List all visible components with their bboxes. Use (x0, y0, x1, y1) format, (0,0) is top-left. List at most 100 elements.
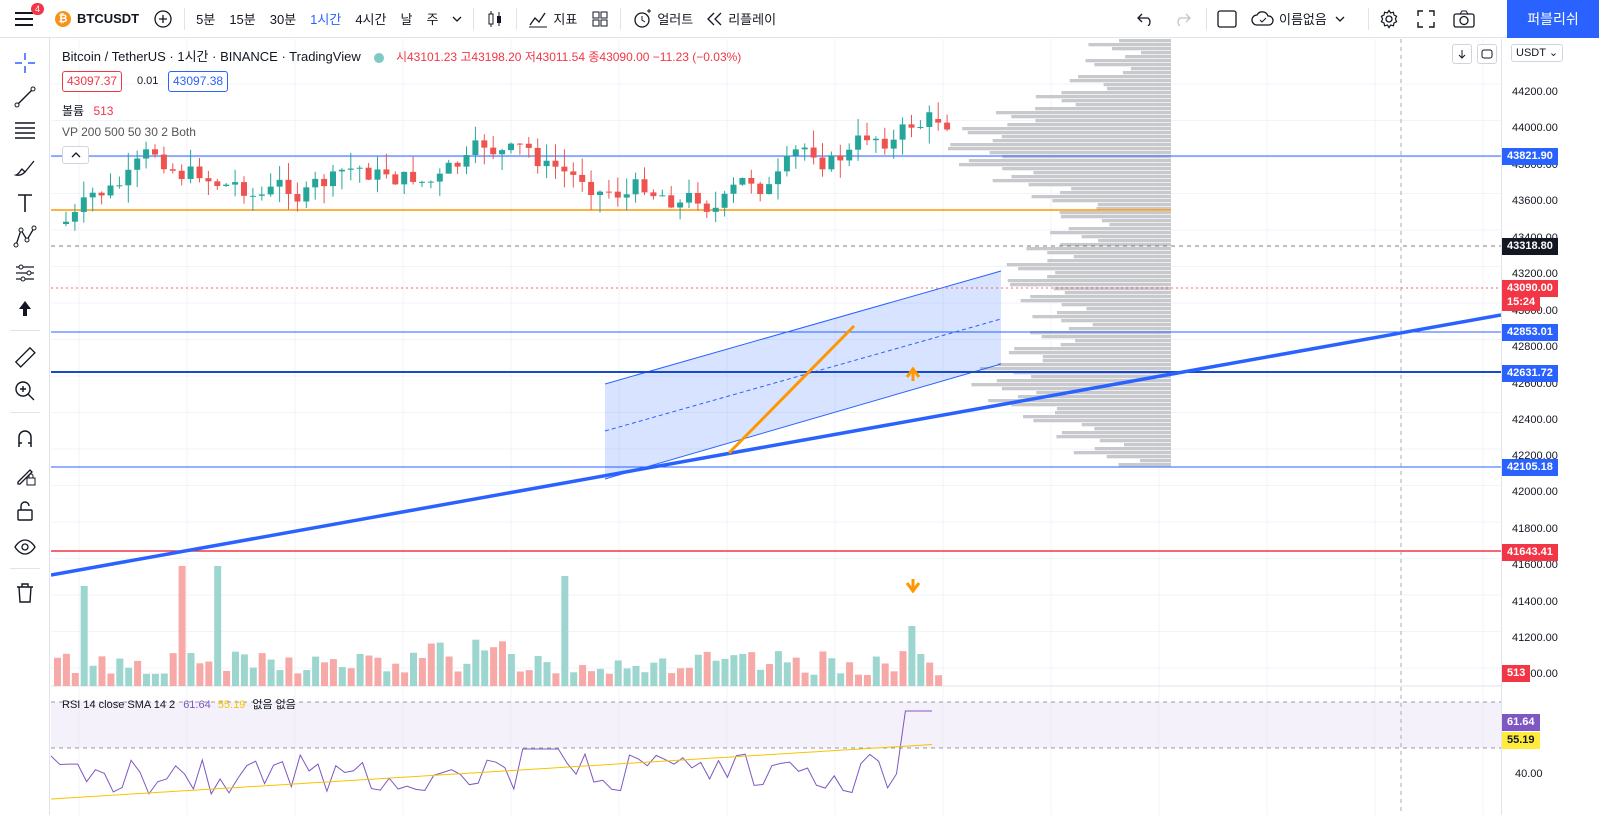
magnet-icon[interactable] (10, 424, 40, 454)
rsi-legend[interactable]: RSI 14 close SMA 14 2 61.64 55.19 없음 없음 (62, 696, 296, 712)
interval-4h[interactable]: 4시간 (355, 12, 387, 27)
main-menu-button[interactable]: 4 (0, 0, 48, 38)
crosshair-icon[interactable] (10, 48, 40, 78)
forecast-tool-icon[interactable] (10, 258, 40, 288)
volume-bar (321, 662, 328, 686)
buy-price-box[interactable]: 43097.38 (168, 71, 229, 92)
indicators-button[interactable]: 지표 (521, 0, 584, 38)
volume-bar (748, 652, 756, 686)
gear-icon (1380, 8, 1398, 29)
fullscreen-toggle[interactable] (1210, 0, 1244, 38)
volume-profile-bar (1068, 227, 1171, 231)
volume-profile-bar (1119, 39, 1171, 43)
lock-icon[interactable] (10, 496, 40, 526)
pattern-tool-icon[interactable] (10, 222, 40, 252)
interval-week[interactable]: 주 (426, 12, 439, 27)
templates-button[interactable] (584, 0, 616, 38)
arrow-up-icon[interactable] (10, 294, 40, 324)
interval-5m[interactable]: 5분 (196, 12, 216, 27)
candle-body (552, 160, 559, 167)
compare-add-button[interactable] (146, 0, 180, 38)
eye-icon[interactable] (10, 532, 40, 562)
price-chart[interactable] (51, 39, 1501, 815)
chart-pane[interactable] (51, 39, 1501, 815)
collapse-legend-button[interactable] (62, 146, 89, 164)
interval-15m[interactable]: 15분 (229, 12, 256, 27)
alert-button[interactable]: 얼러트 (625, 0, 700, 38)
candle-body (508, 143, 514, 151)
volume-profile-bar (1028, 183, 1171, 187)
candle-body (285, 179, 292, 194)
volume-bar (116, 658, 124, 686)
volume-bar (908, 626, 916, 686)
volume-profile-bar (989, 151, 1171, 155)
price-axis[interactable]: USDT ⌄ 44200.00 44000.00 43800.00 43600.00 4… (1501, 39, 1599, 815)
volume-legend[interactable]: 볼륨 513 (62, 102, 113, 119)
interval-1h[interactable]: 1시간 (310, 12, 342, 27)
price-tick-label: 42800.00 (1512, 341, 1558, 353)
symbol-title[interactable]: Bitcoin / TetherUS · 1시간 · BINANCE · Tra… (62, 49, 361, 64)
price-tag: 43821.90 (1502, 148, 1558, 165)
notification-badge: 4 (31, 2, 45, 15)
candle-body (525, 143, 532, 148)
interval-day[interactable]: 날 (400, 12, 413, 27)
volume-profile-bar (1099, 439, 1171, 443)
currency-selector[interactable]: USDT ⌄ (1511, 44, 1564, 62)
channel-bottom (604, 363, 1002, 480)
snapshot-button[interactable] (1446, 0, 1482, 38)
candle-body (356, 167, 363, 169)
volume-profile-legend[interactable]: VP 200 500 50 30 2 Both (62, 125, 196, 139)
symbol-search-button[interactable]: ₿ BTCUSDT (48, 0, 146, 38)
layout-save-button[interactable]: 이름없음 (1244, 0, 1352, 38)
volume-bar (276, 670, 284, 686)
chart-type-button[interactable] (478, 0, 512, 38)
volume-bar (588, 671, 595, 686)
volume-profile-bar (1075, 103, 1171, 107)
price-tag: 55.19 (1502, 732, 1540, 749)
text-tool-icon[interactable] (10, 188, 40, 218)
volume-profile-bar (1124, 443, 1171, 447)
volume-profile-bar (980, 367, 1171, 371)
volume-bar (703, 651, 711, 686)
volume-profile-bar (1107, 87, 1171, 91)
volume-profile-bar (1073, 255, 1171, 259)
volume-profile-bar (996, 379, 1171, 383)
undo-button[interactable] (1130, 0, 1162, 38)
replay-button[interactable]: 리플레이 (700, 0, 783, 38)
sell-price-box[interactable]: 43097.37 (62, 71, 123, 92)
price-tick-label: 42000.00 (1512, 486, 1558, 498)
redo-button[interactable] (1166, 0, 1198, 38)
candle-body (481, 140, 488, 148)
zoom-in-icon[interactable] (10, 376, 40, 406)
publish-button[interactable]: 퍼블리쉬 (1507, 0, 1599, 38)
fullscreen-button[interactable] (1410, 0, 1442, 38)
chart-legend: Bitcoin / TetherUS · 1시간 · BINANCE · Tra… (62, 46, 741, 65)
spread-value: 0.01 (137, 75, 159, 87)
settings-button[interactable] (1372, 0, 1406, 38)
interval-30m[interactable]: 30분 (269, 12, 297, 27)
volume-bar (223, 670, 231, 686)
candle-body (312, 178, 319, 188)
volume-profile-bar (1069, 79, 1171, 83)
interval-dropdown[interactable] (445, 0, 469, 38)
trend-line-icon[interactable] (10, 82, 40, 112)
chevron-up-icon (71, 152, 80, 158)
alarm-clock-icon (634, 8, 652, 28)
volume-profile-bar (1059, 211, 1171, 215)
trash-icon[interactable] (10, 578, 40, 608)
fib-retracement-icon[interactable] (10, 116, 40, 146)
volume-bar (525, 670, 533, 686)
volume-profile-bar (1061, 99, 1171, 103)
candles-icon (488, 10, 502, 27)
candle-body (597, 191, 603, 196)
volume-bar (178, 566, 186, 686)
lock-drawing-icon[interactable] (10, 460, 40, 490)
volume-profile-bar (992, 179, 1171, 183)
candle-body (463, 155, 470, 167)
hamburger-icon (15, 11, 33, 26)
volume-bar (89, 665, 97, 686)
auto-scale-button[interactable] (1477, 44, 1497, 64)
ruler-icon[interactable] (10, 342, 40, 372)
scroll-down-button[interactable] (1452, 44, 1472, 64)
brush-icon[interactable] (10, 152, 40, 182)
